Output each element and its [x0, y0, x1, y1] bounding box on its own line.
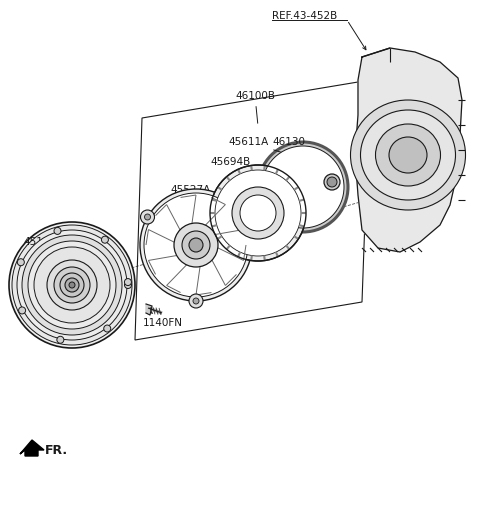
Circle shape [101, 236, 108, 243]
Ellipse shape [350, 100, 466, 210]
Text: 45100: 45100 [23, 237, 56, 254]
Circle shape [34, 247, 110, 323]
Circle shape [258, 142, 348, 232]
Circle shape [54, 227, 61, 234]
Circle shape [193, 298, 199, 304]
Circle shape [47, 260, 97, 310]
Circle shape [182, 231, 210, 259]
Polygon shape [355, 48, 462, 252]
Circle shape [141, 210, 155, 224]
Circle shape [57, 336, 64, 343]
Circle shape [140, 189, 252, 301]
Ellipse shape [360, 110, 456, 200]
Circle shape [124, 281, 132, 288]
Text: 46100B: 46100B [235, 91, 275, 123]
Circle shape [12, 225, 132, 345]
Circle shape [215, 170, 301, 256]
Circle shape [54, 267, 90, 303]
Circle shape [189, 294, 203, 308]
Circle shape [174, 223, 218, 267]
Circle shape [22, 235, 122, 335]
Polygon shape [20, 440, 44, 456]
Circle shape [189, 238, 203, 252]
Text: REF.43-452B: REF.43-452B [272, 11, 337, 21]
Circle shape [324, 174, 340, 190]
Circle shape [17, 259, 24, 266]
Circle shape [210, 165, 306, 261]
Text: 45611A: 45611A [228, 137, 288, 154]
Circle shape [144, 193, 248, 297]
Circle shape [232, 187, 284, 239]
Circle shape [28, 241, 116, 329]
Polygon shape [146, 304, 152, 315]
Circle shape [241, 214, 248, 220]
Ellipse shape [389, 137, 427, 173]
Circle shape [69, 282, 75, 288]
Text: 45527A: 45527A [170, 185, 210, 216]
Circle shape [60, 273, 84, 297]
Text: 46130: 46130 [272, 137, 328, 170]
Circle shape [327, 177, 337, 187]
Circle shape [240, 195, 276, 231]
Text: 45694B: 45694B [210, 157, 260, 186]
Circle shape [19, 307, 25, 314]
Circle shape [17, 230, 127, 340]
Text: FR.: FR. [45, 443, 68, 457]
Circle shape [104, 325, 111, 332]
Text: 1140FN: 1140FN [143, 311, 183, 328]
Circle shape [238, 210, 252, 224]
Ellipse shape [375, 124, 441, 186]
Circle shape [124, 279, 132, 285]
Circle shape [262, 146, 344, 228]
Circle shape [9, 222, 135, 348]
Circle shape [65, 278, 79, 292]
Circle shape [144, 214, 151, 220]
